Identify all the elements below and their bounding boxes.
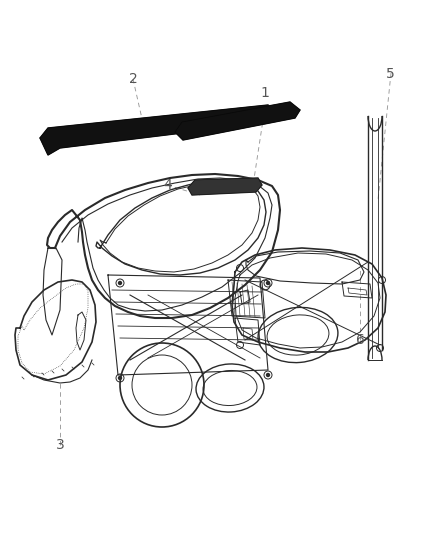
Polygon shape [175, 102, 300, 140]
Text: 2: 2 [129, 72, 138, 86]
Circle shape [119, 281, 121, 285]
Circle shape [119, 376, 121, 379]
Text: 4: 4 [163, 179, 172, 192]
Polygon shape [188, 178, 262, 195]
Text: 6: 6 [356, 333, 364, 347]
Text: 5: 5 [386, 67, 395, 80]
Text: 1: 1 [261, 86, 269, 100]
Circle shape [266, 281, 269, 285]
Circle shape [266, 374, 269, 376]
Polygon shape [40, 105, 278, 155]
Text: 3: 3 [56, 438, 65, 452]
